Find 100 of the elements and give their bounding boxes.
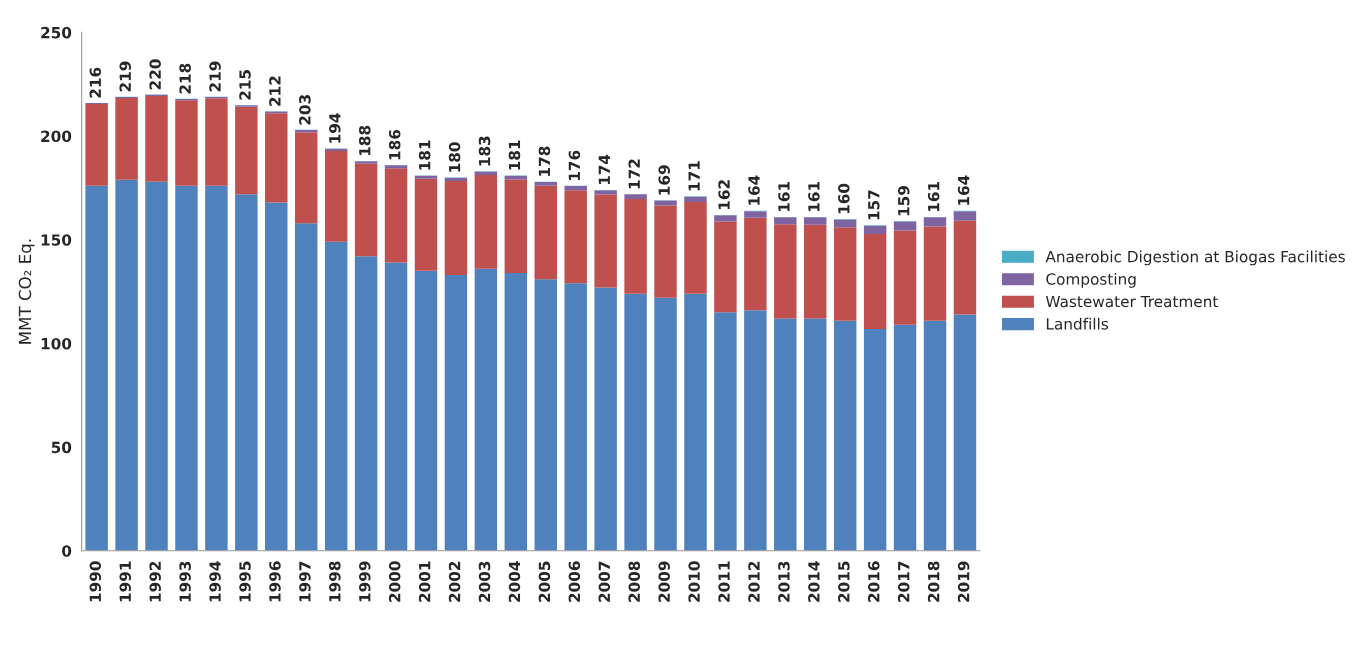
total-label: 169 bbox=[658, 165, 670, 195]
bar bbox=[444, 181, 468, 276]
bar bbox=[744, 310, 767, 551]
bar bbox=[833, 227, 857, 321]
y-tick-label: 250 bbox=[41, 26, 72, 39]
bar bbox=[175, 185, 198, 551]
total-label: 203 bbox=[299, 95, 311, 125]
total-label: 181 bbox=[418, 140, 431, 170]
bar bbox=[923, 226, 947, 321]
bar bbox=[774, 318, 797, 551]
total-label: 164 bbox=[748, 175, 760, 205]
bar bbox=[384, 168, 408, 263]
bar bbox=[774, 217, 797, 225]
total-label: 180 bbox=[448, 142, 461, 172]
bar bbox=[115, 97, 138, 180]
x-tick-label: 1993 bbox=[179, 561, 191, 602]
legend-label: Composting bbox=[1046, 272, 1136, 288]
x-tick-label: 2014 bbox=[808, 561, 820, 602]
bar bbox=[534, 181, 557, 186]
bar bbox=[684, 293, 707, 551]
bar bbox=[564, 186, 587, 191]
total-label: 172 bbox=[628, 159, 640, 189]
bar bbox=[235, 194, 258, 551]
x-tick-label: 2017 bbox=[897, 561, 910, 602]
y-tick-label: 150 bbox=[41, 234, 72, 246]
total-label: 181 bbox=[508, 140, 521, 170]
bar bbox=[953, 211, 977, 221]
bar bbox=[594, 190, 617, 195]
bar bbox=[923, 217, 947, 227]
bar bbox=[953, 220, 977, 315]
x-tick-label: 2019 bbox=[957, 561, 970, 602]
bar bbox=[654, 297, 677, 551]
x-tick-label: 1996 bbox=[269, 561, 281, 602]
total-label: 220 bbox=[149, 59, 161, 90]
bar bbox=[175, 100, 198, 186]
x-tick-label: 1999 bbox=[359, 561, 371, 602]
bar bbox=[534, 279, 557, 551]
x-tick-label: 2003 bbox=[478, 561, 491, 602]
bar bbox=[384, 262, 408, 551]
total-label: 194 bbox=[329, 113, 341, 143]
total-label: 183 bbox=[478, 136, 491, 166]
total-label: 212 bbox=[269, 76, 281, 106]
total-label: 162 bbox=[718, 180, 730, 210]
x-tick-label: 2012 bbox=[748, 561, 760, 602]
y-axis-title: MMT CO₂ Eq. bbox=[18, 239, 35, 344]
bar bbox=[863, 328, 887, 551]
bar bbox=[714, 312, 737, 551]
bar bbox=[804, 224, 827, 319]
x-tick-label: 2018 bbox=[927, 561, 940, 602]
bar bbox=[893, 230, 917, 325]
bar bbox=[624, 293, 647, 551]
total-label: 164 bbox=[957, 175, 970, 205]
bar bbox=[833, 320, 857, 551]
bar bbox=[205, 98, 228, 186]
bar bbox=[624, 199, 647, 294]
bar bbox=[744, 211, 767, 218]
x-tick-label: 1995 bbox=[239, 561, 251, 602]
y-tick-label: 200 bbox=[41, 130, 72, 143]
total-label: 215 bbox=[239, 70, 251, 100]
bar bbox=[474, 268, 498, 551]
bar bbox=[444, 177, 468, 182]
total-label: 218 bbox=[179, 63, 191, 94]
bar bbox=[804, 318, 827, 551]
x-tick-label: 2008 bbox=[628, 561, 641, 602]
legend-label: Anaerobic Digestion at Biogas Facilities bbox=[1045, 250, 1345, 266]
bar bbox=[774, 224, 797, 319]
x-tick-label: 2004 bbox=[508, 561, 521, 602]
bar bbox=[624, 194, 647, 200]
bar bbox=[85, 185, 108, 551]
x-tick-label: 2016 bbox=[868, 561, 880, 602]
y-tick-label: 0 bbox=[62, 545, 72, 557]
bar bbox=[474, 175, 498, 269]
total-label: 219 bbox=[209, 61, 221, 92]
bar bbox=[324, 151, 348, 242]
bar bbox=[594, 287, 617, 551]
bar bbox=[504, 272, 528, 551]
x-tick-label: 2009 bbox=[658, 561, 670, 602]
bar bbox=[893, 324, 917, 551]
y-tick-label: 100 bbox=[41, 337, 72, 350]
bar bbox=[414, 178, 438, 271]
bar bbox=[893, 221, 917, 231]
legend-label: Landfills bbox=[1046, 317, 1109, 330]
total-label: 161 bbox=[927, 181, 940, 212]
bar bbox=[85, 103, 108, 186]
bar bbox=[744, 217, 767, 311]
total-label: 157 bbox=[868, 190, 880, 220]
bar bbox=[863, 233, 887, 329]
bar bbox=[564, 283, 587, 551]
x-tick-label: 1992 bbox=[149, 561, 161, 602]
total-label: 174 bbox=[598, 154, 610, 185]
bar bbox=[354, 163, 378, 257]
x-tick-label: 2001 bbox=[418, 561, 431, 602]
total-label: 186 bbox=[388, 129, 401, 160]
bar bbox=[354, 256, 378, 551]
bar bbox=[504, 179, 528, 273]
bar bbox=[923, 320, 947, 551]
bar bbox=[145, 181, 168, 551]
total-label: 171 bbox=[688, 161, 700, 191]
bar bbox=[115, 179, 138, 551]
x-tick-label: 1990 bbox=[89, 561, 102, 602]
